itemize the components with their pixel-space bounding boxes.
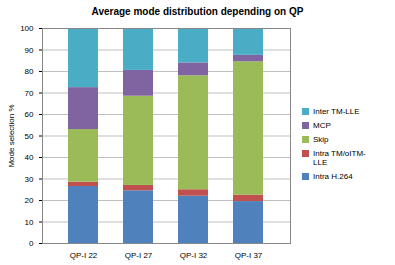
- svg-text:40: 40: [25, 153, 34, 162]
- svg-text:30: 30: [25, 175, 34, 184]
- svg-text:60: 60: [25, 110, 34, 119]
- svg-text:100: 100: [20, 24, 34, 33]
- html-text:Average mode distribution depe: Average mode distribution depending on Q…: [91, 6, 304, 17]
- svg-text:80: 80: [25, 67, 34, 76]
- svg-text:QP-I 27: QP-I 27: [125, 251, 153, 260]
- svg-text:20: 20: [25, 196, 34, 205]
- html-text:Intra H.264: Intra H.264: [313, 171, 353, 181]
- svg-text:Mode selection %: Mode selection %: [7, 104, 16, 167]
- svg-text:0: 0: [29, 239, 34, 248]
- svg-text:90: 90: [25, 46, 34, 55]
- svg-text:50: 50: [25, 132, 34, 141]
- html-text:Inter TM-LLE: Inter TM-LLE: [313, 106, 360, 116]
- html-text:Intra TM/oITM-LLE: Intra TM/oITM-LLE: [313, 148, 366, 167]
- svg-text:70: 70: [25, 89, 34, 98]
- svg-text:10: 10: [25, 218, 34, 227]
- svg-text:QP-I 37: QP-I 37: [235, 251, 263, 260]
- html-text:MCP: MCP: [313, 120, 331, 130]
- svg-text:QP-I 22: QP-I 22: [70, 251, 98, 260]
- html-text:Skip: Skip: [313, 134, 329, 144]
- svg-text:QP-I 32: QP-I 32: [180, 251, 208, 260]
